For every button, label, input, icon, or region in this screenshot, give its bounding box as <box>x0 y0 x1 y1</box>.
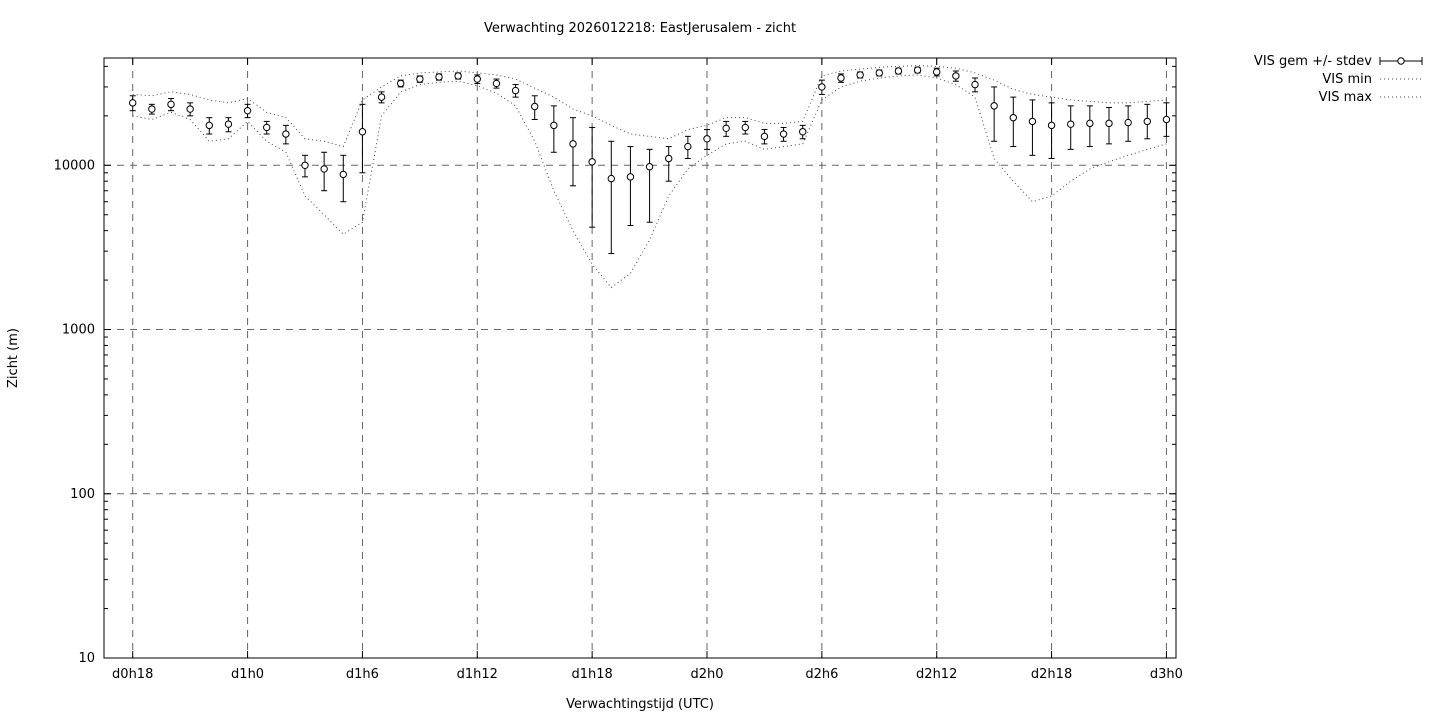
svg-text:d1h12: d1h12 <box>457 667 498 682</box>
svg-text:d0h18: d0h18 <box>112 667 153 682</box>
legend-item-vis-min: VIS min <box>1322 70 1424 88</box>
dotted-line-sample-icon <box>1380 78 1422 80</box>
chart-title: Verwachting 2026012218: EastJerusalem - … <box>484 21 796 36</box>
svg-text:100: 100 <box>70 487 95 502</box>
svg-text:d1h6: d1h6 <box>346 667 379 682</box>
legend: VIS gem +/- stdev VIS min VIS max <box>1254 52 1424 106</box>
svg-text:d2h12: d2h12 <box>916 667 957 682</box>
x-axis-label: Verwachtingstijd (UTC) <box>566 697 714 712</box>
dotted-line-sample-icon <box>1380 96 1422 98</box>
svg-text:d1h18: d1h18 <box>571 667 612 682</box>
legend-label-vis-gem: VIS gem +/- stdev <box>1253 53 1372 69</box>
legend-label-vis-max: VIS max <box>1318 89 1372 105</box>
svg-text:d2h6: d2h6 <box>805 667 838 682</box>
svg-text:d3h0: d3h0 <box>1150 667 1183 682</box>
svg-text:10000: 10000 <box>54 158 95 173</box>
svg-text:10: 10 <box>78 651 95 666</box>
legend-label-vis-min: VIS min <box>1322 71 1372 87</box>
svg-text:1000: 1000 <box>62 323 95 338</box>
svg-text:d2h0: d2h0 <box>690 667 723 682</box>
svg-text:d1h0: d1h0 <box>231 667 264 682</box>
svg-text:d2h18: d2h18 <box>1031 667 1072 682</box>
y-axis-label: Zicht (m) <box>6 328 21 388</box>
legend-item-vis-gem: VIS gem +/- stdev <box>1254 52 1424 70</box>
legend-item-vis-max: VIS max <box>1319 88 1424 106</box>
errorbar-sample-icon <box>1379 57 1423 65</box>
